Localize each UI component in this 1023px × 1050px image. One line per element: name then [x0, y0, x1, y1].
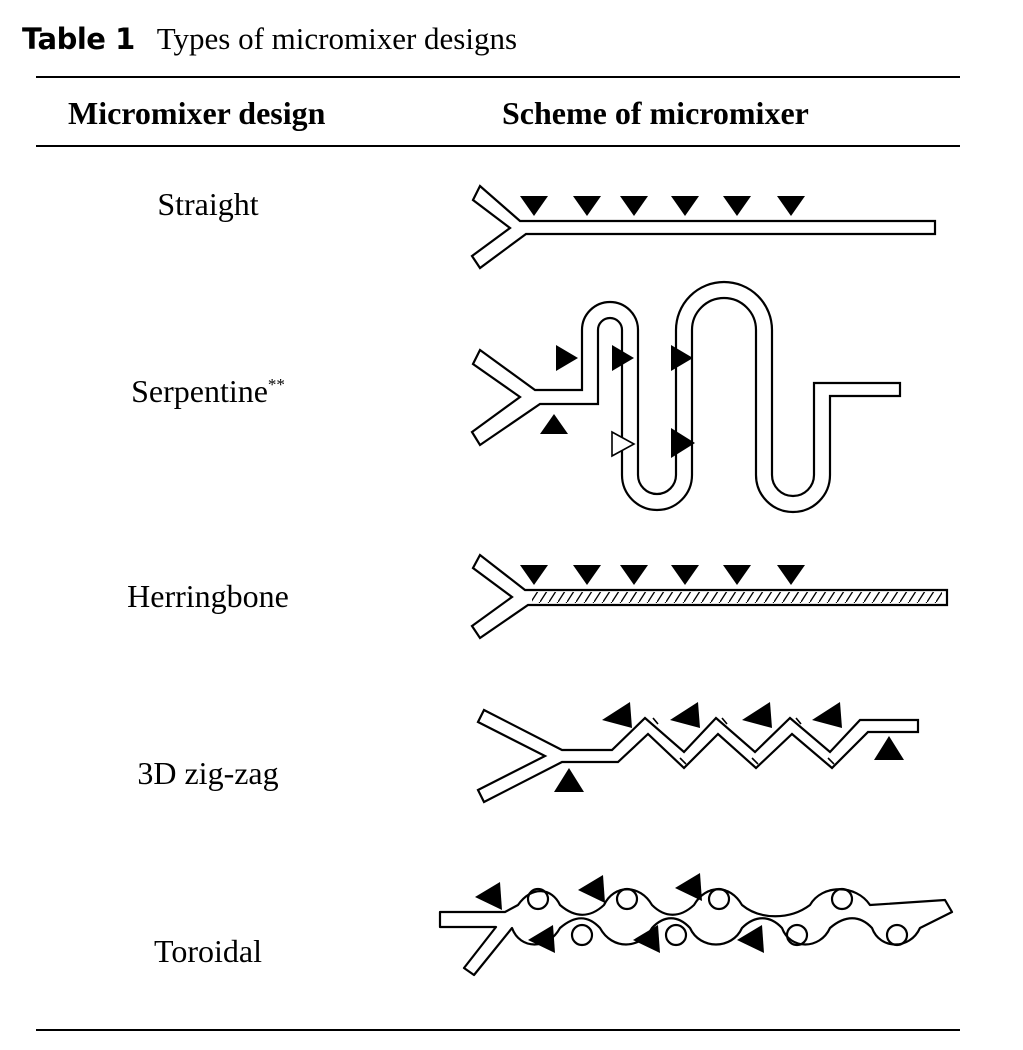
row-note-serpentine: ** — [268, 375, 285, 394]
micromixer-schemes — [430, 150, 990, 1020]
column-header-design: Micromixer design — [68, 88, 325, 138]
row-name-toroidal: Toroidal — [58, 933, 358, 970]
serpentine-scheme — [472, 282, 900, 512]
row-name-herringbone: Herringbone — [58, 578, 358, 615]
table-caption: Table 1 Types of micromixer designs — [22, 14, 517, 64]
table-title: Types of micromixer designs — [157, 21, 517, 57]
row-name-straight: Straight — [58, 186, 358, 223]
row-name-3d-zigzag: 3D zig-zag — [58, 755, 358, 792]
table-label: Table 1 — [22, 22, 135, 56]
row-name-serpentine: Serpentine** — [58, 373, 358, 410]
herringbone-scheme — [472, 555, 947, 638]
toroidal-scheme — [440, 873, 952, 975]
herringbone-arrows — [520, 565, 805, 585]
column-header-scheme: Scheme of micromixer — [502, 88, 809, 138]
table-bottom-rule — [36, 1029, 960, 1031]
row-name-serpentine-text: Serpentine — [131, 373, 268, 409]
straight-scheme — [472, 186, 935, 268]
table-header-rule — [36, 145, 960, 147]
table-top-rule — [36, 76, 960, 78]
straight-arrows — [520, 196, 805, 216]
3d-zigzag-scheme — [478, 702, 918, 802]
